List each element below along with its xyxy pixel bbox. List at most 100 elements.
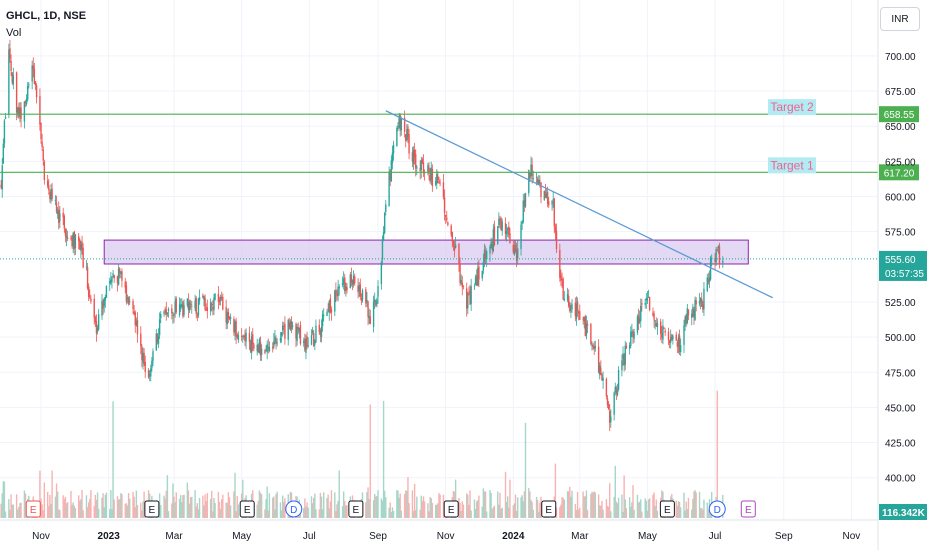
candle-body[interactable] [284, 323, 286, 339]
candle-body[interactable] [366, 300, 368, 302]
candle-body[interactable] [661, 333, 663, 339]
candle-body[interactable] [165, 309, 167, 315]
candle-body[interactable] [33, 68, 36, 84]
candle-body[interactable] [311, 330, 314, 333]
candle-body[interactable] [524, 193, 527, 207]
candle-body[interactable] [677, 337, 680, 347]
candle-body[interactable] [452, 240, 455, 246]
candle-body[interactable] [419, 167, 421, 172]
candle-body[interactable] [73, 231, 75, 250]
candle-body[interactable] [656, 323, 659, 328]
candle-body[interactable] [191, 305, 193, 307]
candle-body[interactable] [24, 102, 27, 104]
candle-body[interactable] [477, 267, 479, 286]
candle-body[interactable] [134, 312, 136, 326]
candle-body[interactable] [645, 297, 648, 301]
candle-body[interactable] [522, 200, 524, 223]
candle-body[interactable] [147, 370, 150, 378]
candle-body[interactable] [686, 308, 689, 323]
candle-body[interactable] [211, 304, 213, 306]
candle-body[interactable] [722, 260, 724, 263]
candle-body[interactable] [142, 352, 144, 363]
candle-body[interactable] [647, 296, 650, 298]
candle-body[interactable] [323, 315, 325, 317]
candle-body[interactable] [483, 249, 486, 262]
candle-body[interactable] [716, 249, 718, 251]
candle-body[interactable] [628, 345, 631, 349]
candle-body[interactable] [120, 271, 122, 275]
earnings-marker[interactable]: E [239, 500, 255, 518]
candle-body[interactable] [189, 304, 192, 305]
candle-body[interactable] [560, 275, 562, 281]
candle-body[interactable] [229, 317, 232, 320]
earnings-marker[interactable]: E [541, 500, 557, 518]
candle-body[interactable] [350, 274, 353, 283]
candle-body[interactable] [531, 164, 533, 177]
price-axis[interactable]: 700.00 675.00 650.00 625.00 600.00 575.00 525.… [877, 0, 927, 550]
candle-body[interactable] [497, 226, 499, 244]
candle-body[interactable] [438, 180, 440, 183]
candle-body[interactable] [607, 404, 610, 409]
candle-body[interactable] [182, 301, 184, 317]
candle-body[interactable] [313, 333, 315, 346]
candle-body[interactable] [23, 101, 26, 122]
candle-body[interactable] [250, 336, 253, 353]
candle-body[interactable] [95, 321, 98, 334]
candle-body[interactable] [453, 246, 456, 251]
candle-body[interactable] [675, 334, 677, 341]
candle-body[interactable] [12, 75, 15, 85]
candle-body[interactable] [2, 143, 5, 164]
candle-body[interactable] [473, 285, 476, 287]
candle-body[interactable] [436, 173, 438, 184]
candle-body[interactable] [39, 96, 41, 125]
candle-body[interactable] [151, 360, 153, 369]
candle-body[interactable] [338, 286, 340, 289]
candle-body[interactable] [554, 226, 557, 232]
candle-body[interactable] [405, 134, 407, 141]
candle-body[interactable] [403, 117, 406, 132]
candle-body[interactable] [34, 81, 37, 86]
candle-body[interactable] [226, 312, 228, 325]
candle-body[interactable] [290, 321, 293, 329]
candle-body[interactable] [679, 345, 682, 353]
candle-body[interactable] [245, 332, 247, 342]
candle-body[interactable] [676, 341, 679, 347]
candle-body[interactable] [601, 374, 603, 381]
candle-body[interactable] [283, 325, 285, 327]
candle-body[interactable] [504, 223, 507, 234]
candle-body[interactable] [709, 258, 712, 280]
earnings-marker[interactable]: E [348, 500, 364, 518]
candle-body[interactable] [58, 209, 60, 224]
earnings-marker[interactable]: E [25, 500, 41, 518]
candle-body[interactable] [540, 182, 542, 198]
candle-body[interactable] [307, 345, 309, 347]
candle-body[interactable] [125, 285, 128, 302]
candle-body[interactable] [431, 169, 434, 187]
candle-body[interactable] [621, 360, 623, 371]
candle-body[interactable] [337, 286, 339, 297]
candle-body[interactable] [342, 278, 345, 284]
candle-body[interactable] [382, 232, 385, 242]
earnings-marker[interactable]: E [659, 500, 675, 518]
candle-body[interactable] [454, 244, 457, 249]
candle-body[interactable] [631, 332, 633, 333]
candle-body[interactable] [1, 165, 3, 190]
candle-body[interactable] [468, 292, 470, 294]
candle-body[interactable] [664, 330, 666, 333]
candle-body[interactable] [195, 298, 197, 315]
candle-body[interactable] [501, 221, 503, 231]
candle-body[interactable] [188, 302, 191, 311]
candle-body[interactable] [112, 273, 114, 276]
candle-body[interactable] [327, 311, 329, 313]
candle-body[interactable] [140, 333, 142, 347]
candle-body[interactable] [389, 170, 391, 181]
candle-body[interactable] [171, 308, 173, 314]
candle-body[interactable] [427, 165, 429, 173]
candle-body[interactable] [374, 299, 376, 303]
candle-body[interactable] [582, 318, 584, 320]
candle-body[interactable] [0, 184, 2, 188]
candle-body[interactable] [539, 179, 541, 182]
candle-body[interactable] [349, 274, 352, 288]
candle-body[interactable] [509, 233, 511, 243]
candle-body[interactable] [228, 316, 231, 320]
